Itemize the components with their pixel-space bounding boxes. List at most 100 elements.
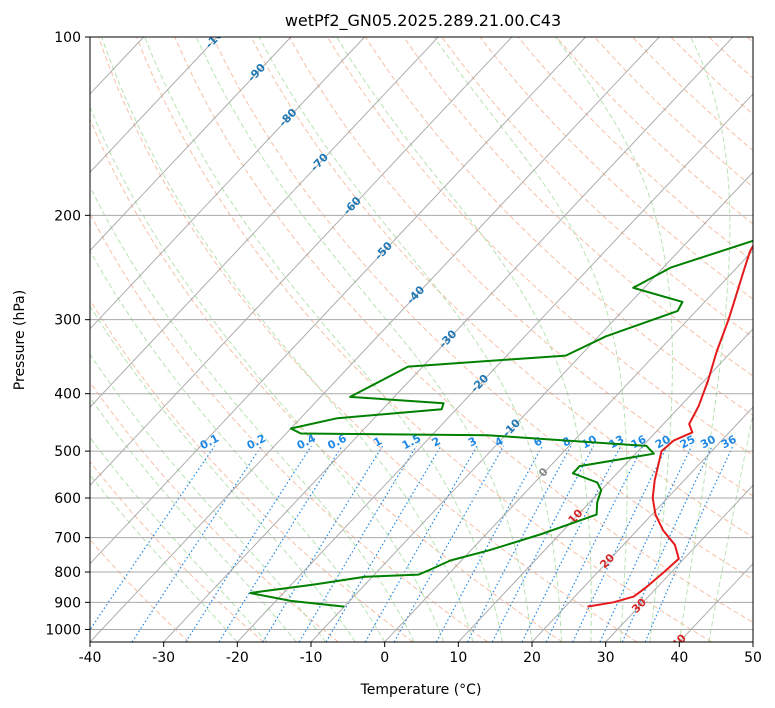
- dry-adiabat: [174, 37, 753, 624]
- x-tick-label: -10: [300, 650, 323, 666]
- mixing-ratio-label: 36: [719, 433, 739, 452]
- y-tick-label: 300: [54, 313, 81, 329]
- moist-adiabat: [90, 473, 238, 642]
- mixing-ratio-line: [131, 445, 262, 642]
- y-tick-label: 400: [54, 387, 81, 403]
- moist-adiabat: [708, 412, 753, 642]
- isotherm: [90, 37, 365, 330]
- mixing-ratio-line: [218, 445, 343, 642]
- dry-adiabat: [441, 37, 753, 338]
- moist-adiabat: [90, 105, 445, 642]
- x-tick-label: 10: [449, 650, 467, 666]
- moist-adiabat: [144, 37, 503, 642]
- mixing-ratio-label: 0.1: [198, 432, 221, 453]
- dry-adiabat: [708, 37, 753, 79]
- dry-adiabat: [594, 37, 753, 188]
- y-tick-label: 700: [54, 531, 81, 547]
- plot-frame: [89, 36, 754, 643]
- y-tick-label: 600: [54, 491, 81, 507]
- dry-adiabat: [632, 37, 753, 152]
- dry-adiabat: [746, 37, 753, 44]
- mixing-ratio-line: [644, 445, 734, 642]
- moist-adiabat: [195, 37, 533, 642]
- isotherm: [605, 484, 753, 642]
- mixing-ratio-line: [572, 445, 668, 642]
- moist-adiabat: [90, 436, 268, 642]
- dry-adiabat: [517, 37, 753, 263]
- mixing-ratio-line: [185, 445, 312, 642]
- moist-adiabat: [90, 396, 297, 642]
- isotherm: [310, 171, 753, 642]
- x-tick-label: 50: [744, 650, 762, 666]
- mixing-ratio-label: 13: [607, 433, 627, 452]
- isotherm: [90, 37, 439, 408]
- dry-adiabat: [136, 37, 712, 642]
- x-tick-label: 40: [670, 650, 688, 666]
- dry-adiabat: [90, 212, 488, 642]
- isotherm: [531, 406, 753, 642]
- moist-adiabat: [90, 305, 356, 642]
- mixing-ratio-line: [364, 445, 478, 642]
- moist-adiabat: [258, 37, 562, 642]
- isotherm: [163, 37, 734, 642]
- dry-adiabat: [97, 37, 638, 642]
- isotherm: [236, 93, 753, 642]
- y-tick-label: 500: [54, 444, 81, 460]
- moist-adiabat: [90, 250, 386, 642]
- dry-adiabat: [90, 299, 414, 642]
- mixing-ratio-line: [521, 445, 622, 642]
- dry-adiabat: [90, 460, 264, 642]
- isotherm-label: 40: [669, 631, 689, 651]
- mixing-ratio-label: 30: [698, 433, 718, 452]
- mixing-ratio-line: [262, 445, 384, 642]
- mixing-ratio-line: [325, 445, 442, 642]
- isotherm: [752, 641, 753, 642]
- mixing-ratio-label: 8: [560, 434, 573, 449]
- mixing-ratio-label: 0.2: [245, 432, 268, 453]
- x-tick-label: -30: [152, 650, 175, 666]
- isotherm: [384, 249, 753, 642]
- mixing-ratio-label: 16: [629, 433, 649, 452]
- x-tick-label: 0: [380, 650, 389, 666]
- dry-adiabat: [326, 37, 753, 456]
- mixing-ratio-line: [90, 445, 216, 631]
- moist-adiabat: [90, 185, 415, 642]
- dewpoint-profile: [249, 239, 753, 608]
- y-tick-label: 1000: [45, 622, 81, 638]
- y-tick-label: 200: [54, 208, 81, 224]
- dry-adiabat: [403, 37, 753, 377]
- mixing-ratio-line: [393, 445, 505, 642]
- x-tick-label: -20: [226, 650, 249, 666]
- dry-adiabat: [212, 37, 753, 581]
- isotherm: [90, 37, 218, 173]
- mixing-ratio-line: [298, 445, 417, 642]
- chart-title: wetPf2_GN05.2025.289.21.00.C43: [285, 11, 561, 31]
- mixing-ratio-line: [599, 445, 693, 642]
- isotherm: [457, 328, 753, 642]
- dry-adiabat: [288, 37, 753, 497]
- y-tick-label: 800: [54, 565, 81, 581]
- y-tick-label: 900: [54, 595, 81, 611]
- isotherm: [0, 37, 70, 642]
- isotherm: [90, 37, 292, 252]
- dry-adiabat: [90, 538, 190, 642]
- moist-adiabat: [678, 37, 731, 642]
- moist-adiabat: [101, 37, 474, 642]
- mixing-ratio-label: 6: [532, 434, 545, 449]
- x-tick-label: 20: [523, 650, 541, 666]
- moist-adiabat: [90, 353, 327, 642]
- y-axis-label: Pressure (hPa): [12, 290, 28, 390]
- isotherm: [90, 37, 660, 642]
- mixing-ratio-line: [435, 445, 544, 642]
- mixing-ratio-label: 2: [430, 434, 443, 449]
- dry-adiabat: [479, 37, 753, 300]
- y-tick-label: 100: [54, 30, 81, 46]
- dry-adiabat: [555, 37, 753, 225]
- x-tick-label: 30: [597, 650, 615, 666]
- temperature-profile: [587, 244, 753, 608]
- dry-adiabat: [90, 118, 563, 642]
- isotherm: [90, 37, 586, 565]
- moist-adiabat: [336, 37, 592, 642]
- x-tick-label: -40: [79, 650, 102, 666]
